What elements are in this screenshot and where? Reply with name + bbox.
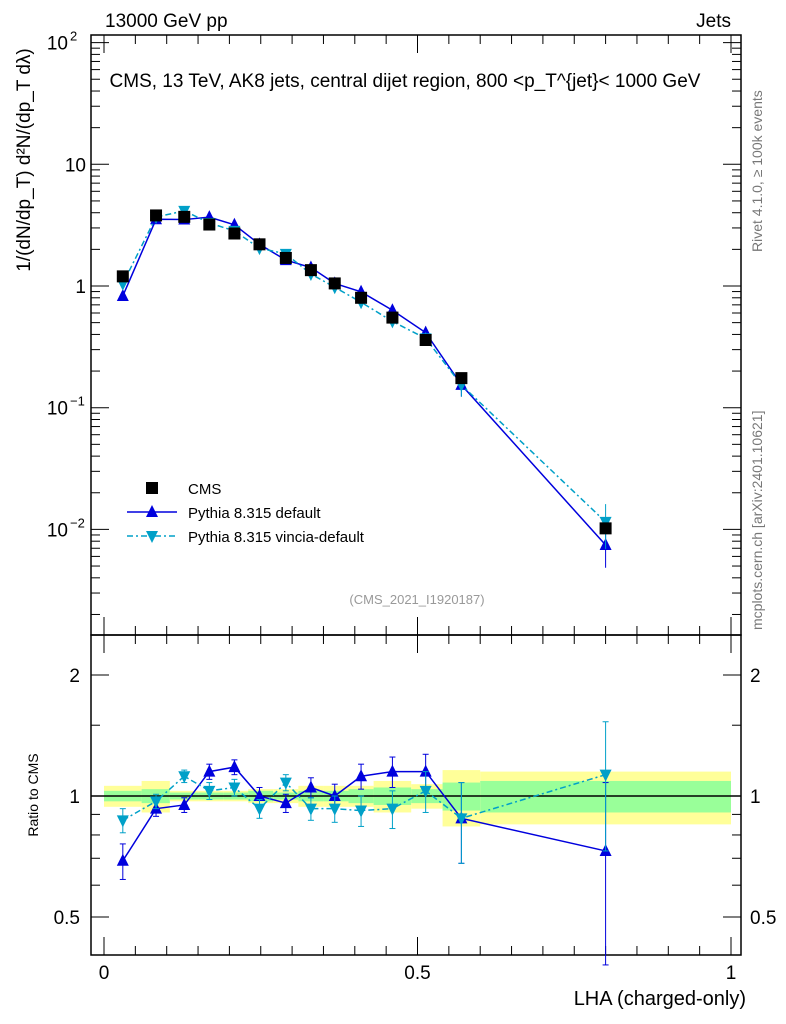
ratio-y-tick-label: 0.5 [54, 908, 80, 929]
ratio-y-tick-label-right: 2 [750, 666, 761, 687]
ratio-point [599, 769, 612, 782]
y-tick-label-exponent: 2 [70, 29, 77, 44]
header-right: Jets [696, 11, 731, 32]
series-line-vincia [122, 210, 607, 523]
cms-data-point [304, 264, 317, 277]
ratio-point [116, 853, 129, 866]
header-left: 13000 GeV pp [105, 11, 228, 32]
y-tick-label: 10 [47, 520, 68, 541]
legend-marker [146, 505, 158, 517]
y-tick-label-exponent: −1 [70, 394, 85, 409]
ratio-point [253, 789, 266, 801]
data-point [116, 288, 129, 301]
ratio-point [228, 760, 241, 773]
ratio-point [304, 780, 317, 793]
ratio-y-tick-label-right: 0.5 [750, 908, 776, 929]
ratio-point [279, 796, 292, 809]
ratio-point [328, 789, 341, 801]
ratio-point [386, 764, 399, 777]
x-label: LHA (charged-only) [574, 988, 746, 1010]
cms-data-point [599, 522, 612, 535]
ratio-point [419, 785, 432, 798]
cms-data-point [419, 333, 432, 346]
legend-label: Pythia 8.315 default [188, 505, 321, 522]
cms-data-point [355, 291, 368, 304]
x-tick-label: 0 [99, 963, 110, 984]
ratio-point [203, 785, 216, 798]
ratio-point [304, 803, 317, 816]
analysis-id: (CMS_2021_I1920187) [349, 592, 484, 607]
ratio-y-label: Ratio to CMS [25, 753, 41, 836]
ratio-point [178, 771, 191, 784]
x-tick-label: 0.5 [404, 963, 430, 984]
cms-data-point [178, 210, 191, 223]
y-tick-label: 10 [65, 155, 86, 176]
ratio-y-tick-label: 2 [69, 666, 80, 687]
cms-data-point [328, 277, 341, 290]
ratio-frame [90, 634, 742, 956]
ratio-point [178, 797, 191, 810]
ratio-line-default [122, 766, 606, 862]
cms-data-point [203, 218, 216, 231]
ratio-point [355, 805, 368, 818]
ratio-y-tick-label: 1 [69, 787, 80, 808]
ratio-point [228, 782, 241, 795]
ratio-point [279, 777, 292, 790]
legend-label: Pythia 8.315 vincia-default [188, 529, 365, 546]
mcplots-label: mcplots.cern.ch [arXiv:2401.10621] [749, 411, 765, 630]
legend-label: CMS [188, 481, 221, 498]
ratio-point [150, 796, 163, 809]
y-tick-label: 10 [47, 399, 68, 420]
cms-data-point [279, 251, 292, 264]
legend-marker [146, 531, 158, 543]
ratio-point [355, 769, 368, 782]
cms-data-point [455, 372, 468, 385]
ratio-point [203, 764, 216, 777]
y-label: 1/(dN/dp_T) d²N/(dp_T dλ) [14, 48, 35, 272]
cms-data-point [386, 311, 399, 324]
cms-data-point [116, 270, 129, 283]
ratio-point [455, 813, 468, 826]
cms-data-point [150, 209, 163, 222]
y-tick-label: 10 [47, 34, 68, 55]
ratio-line-vincia [122, 773, 606, 821]
y-tick-label-exponent: −2 [70, 515, 85, 530]
ratio-point [328, 803, 341, 816]
rivet-label: Rivet 4.1.0, ≥ 100k events [749, 90, 765, 252]
ratio-point [253, 803, 266, 816]
ratio-point [419, 764, 432, 777]
cms-data-point [228, 227, 241, 240]
cms-data-point [253, 238, 266, 251]
y-tick-label: 1 [75, 277, 86, 298]
ratio-point [386, 803, 399, 816]
chart-title: CMS, 13 TeV, AK8 jets, central dijet reg… [110, 71, 701, 92]
ratio-point [116, 815, 129, 828]
ratio-y-tick-label-right: 1 [750, 787, 761, 808]
legend-marker [146, 482, 158, 494]
x-tick-label: 1 [726, 963, 737, 984]
